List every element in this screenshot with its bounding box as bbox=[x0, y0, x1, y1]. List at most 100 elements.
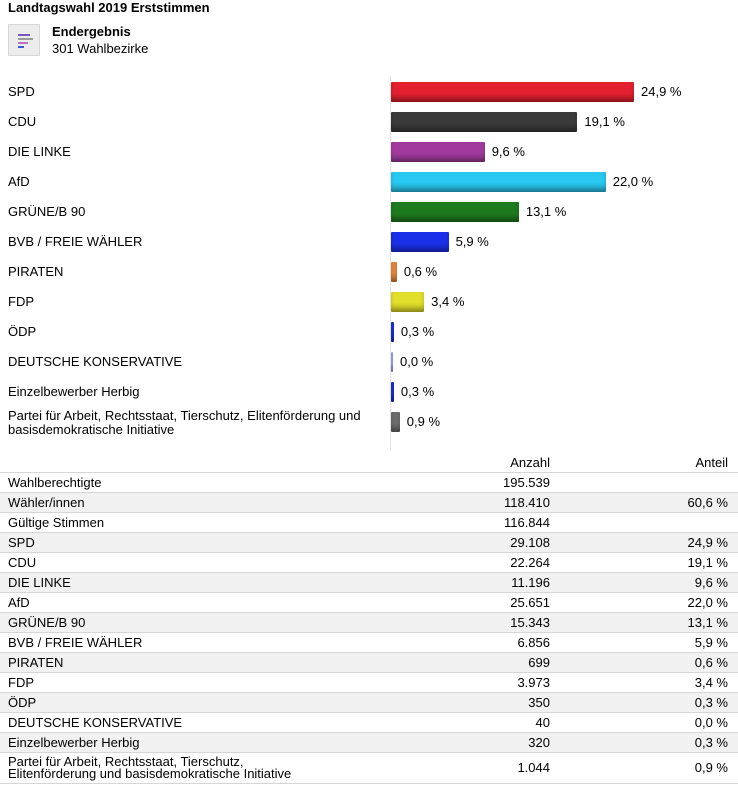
bar bbox=[391, 352, 393, 372]
cell-count: 25.651 bbox=[342, 592, 560, 613]
cell-name: PIRATEN bbox=[0, 652, 342, 673]
value-label: 5,9 % bbox=[455, 234, 489, 249]
value-label: 0,6 % bbox=[403, 264, 438, 279]
value-label: 19,1 % bbox=[584, 114, 625, 129]
page-title: Landtagswahl 2019 Erststimmen bbox=[8, 0, 210, 15]
cell-count: 15.343 bbox=[342, 612, 560, 633]
table-row: Gültige Stimmen 116.844 bbox=[0, 512, 738, 533]
cell-share: 0,0 % bbox=[560, 712, 738, 733]
chart-axis-line bbox=[390, 76, 391, 450]
category-label: GRÜNE/B 90 bbox=[8, 204, 86, 219]
cell-share: 24,9 % bbox=[560, 532, 738, 553]
value-label: 24,9 % bbox=[641, 84, 682, 99]
table-row: DIE LINKE 11.196 9,6 % bbox=[0, 572, 738, 593]
bar bbox=[391, 262, 397, 282]
header-share: Anteil bbox=[695, 454, 728, 470]
value-label: 0,0 % bbox=[400, 354, 434, 369]
cell-name: SPD bbox=[0, 532, 342, 553]
bar bbox=[391, 232, 449, 252]
category-label: Partei für Arbeit, Rechtsstaat, Tierschu… bbox=[8, 408, 361, 437]
cell-share: 9,6 % bbox=[560, 572, 738, 593]
table-row: CDU 22.264 19,1 % bbox=[0, 552, 738, 573]
cell-name: Wahlberechtigte bbox=[0, 472, 342, 493]
table-row: FDP 3.973 3,4 % bbox=[0, 672, 738, 693]
cell-name: FDP bbox=[0, 672, 342, 693]
table-row: Wahlberechtigte 195.539 bbox=[0, 472, 738, 493]
cell-count: 1.044 bbox=[342, 752, 560, 784]
bar bbox=[391, 142, 485, 162]
bar bbox=[391, 322, 394, 342]
bar bbox=[391, 82, 635, 102]
cell-count: 22.264 bbox=[342, 552, 560, 573]
cell-count: 3.973 bbox=[342, 672, 560, 693]
bar bbox=[391, 172, 606, 192]
value-label: 0,3 % bbox=[400, 384, 435, 399]
cell-share: 0,9 % bbox=[560, 752, 738, 784]
cell-count: 40 bbox=[342, 712, 560, 733]
cell-name: Wähler/innen bbox=[0, 492, 342, 513]
table-row: Partei für Arbeit, Rechtsstaat, Tierschu… bbox=[0, 752, 738, 784]
category-label: DIE LINKE bbox=[8, 144, 71, 159]
cell-share: 5,9 % bbox=[560, 632, 738, 653]
result-subtitle: 301 Wahlbezirke bbox=[52, 41, 149, 56]
cell-name: Einzelbewerber Herbig bbox=[0, 732, 342, 753]
category-label: FDP bbox=[8, 294, 34, 309]
table-row: ÖDP 350 0,3 % bbox=[0, 692, 738, 713]
value-label: 3,4 % bbox=[431, 294, 465, 309]
cell-count: 29.108 bbox=[342, 532, 560, 553]
results-table: Anzahl Anteil Wahlberechtigte 195.539 Wähl… bbox=[0, 452, 738, 784]
cell-count: 195.539 bbox=[342, 472, 560, 493]
value-label: 22,0 % bbox=[612, 174, 654, 189]
category-label: BVB / FREIE WÄHLER bbox=[8, 234, 143, 249]
category-label: CDU bbox=[8, 114, 37, 129]
category-label: PIRATEN bbox=[8, 264, 64, 279]
cell-share: 0,6 % bbox=[560, 652, 738, 673]
bar bbox=[391, 112, 578, 132]
category-label: AfD bbox=[8, 174, 30, 189]
header-name bbox=[0, 452, 342, 473]
table-row: SPD 29.108 24,9 % bbox=[0, 532, 738, 553]
bar bbox=[391, 382, 394, 402]
value-label: 0,9 % bbox=[406, 414, 441, 429]
category-label: ÖDP bbox=[8, 324, 37, 339]
cell-share bbox=[560, 512, 738, 533]
header-count: Anzahl bbox=[510, 454, 550, 470]
cell-name: CDU bbox=[0, 552, 342, 573]
bar bbox=[391, 412, 400, 432]
cell-count: 350 bbox=[342, 692, 560, 713]
category-label: DEUTSCHE KONSERVATIVE bbox=[8, 354, 183, 369]
bar-chart: SPD 24,9 % CDU 19,1 % DIE LINKE 9,6 % AfD 22,0 … bbox=[0, 76, 738, 450]
result-title: Endergebnis bbox=[52, 24, 131, 39]
cell-share: 0,3 % bbox=[560, 732, 738, 753]
cell-share: 3,4 % bbox=[560, 672, 738, 693]
cell-name: Gültige Stimmen bbox=[0, 512, 342, 533]
cell-name: BVB / FREIE WÄHLER bbox=[0, 632, 342, 653]
bar bbox=[391, 202, 519, 222]
cell-name: GRÜNE/B 90 bbox=[0, 612, 342, 633]
cell-share bbox=[560, 472, 738, 493]
table-row: AfD 25.651 22,0 % bbox=[0, 592, 738, 613]
category-label: SPD bbox=[8, 84, 35, 99]
cell-count: 11.196 bbox=[342, 572, 560, 593]
cell-name: ÖDP bbox=[0, 692, 342, 713]
value-label: 13,1 % bbox=[525, 204, 567, 219]
cell-share: 0,3 % bbox=[560, 692, 738, 713]
cell-count: 320 bbox=[342, 732, 560, 753]
bar-chart-icon bbox=[8, 24, 40, 56]
value-label: 9,6 % bbox=[491, 144, 525, 159]
table-row: PIRATEN 699 0,6 % bbox=[0, 652, 738, 673]
table-row: Wähler/innen 118.410 60,6 % bbox=[0, 492, 738, 513]
cell-share: 60,6 % bbox=[560, 492, 738, 513]
table-row: GRÜNE/B 90 15.343 13,1 % bbox=[0, 612, 738, 633]
cell-name: AfD bbox=[0, 592, 342, 613]
value-label: 0,3 % bbox=[400, 324, 435, 339]
bar bbox=[391, 292, 425, 312]
table-row: DEUTSCHE KONSERVATIVE 40 0,0 % bbox=[0, 712, 738, 733]
cell-share: 22,0 % bbox=[560, 592, 738, 613]
cell-share: 19,1 % bbox=[560, 552, 738, 573]
table-row: BVB / FREIE WÄHLER 6.856 5,9 % bbox=[0, 632, 738, 653]
cell-name: DEUTSCHE KONSERVATIVE bbox=[0, 712, 342, 733]
category-label: Einzelbewerber Herbig bbox=[8, 384, 140, 399]
cell-count: 118.410 bbox=[342, 492, 560, 513]
cell-name: DIE LINKE bbox=[0, 572, 342, 593]
